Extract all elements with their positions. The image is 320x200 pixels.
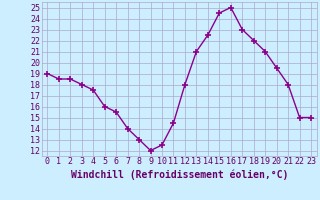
X-axis label: Windchill (Refroidissement éolien,°C): Windchill (Refroidissement éolien,°C) <box>70 169 288 180</box>
